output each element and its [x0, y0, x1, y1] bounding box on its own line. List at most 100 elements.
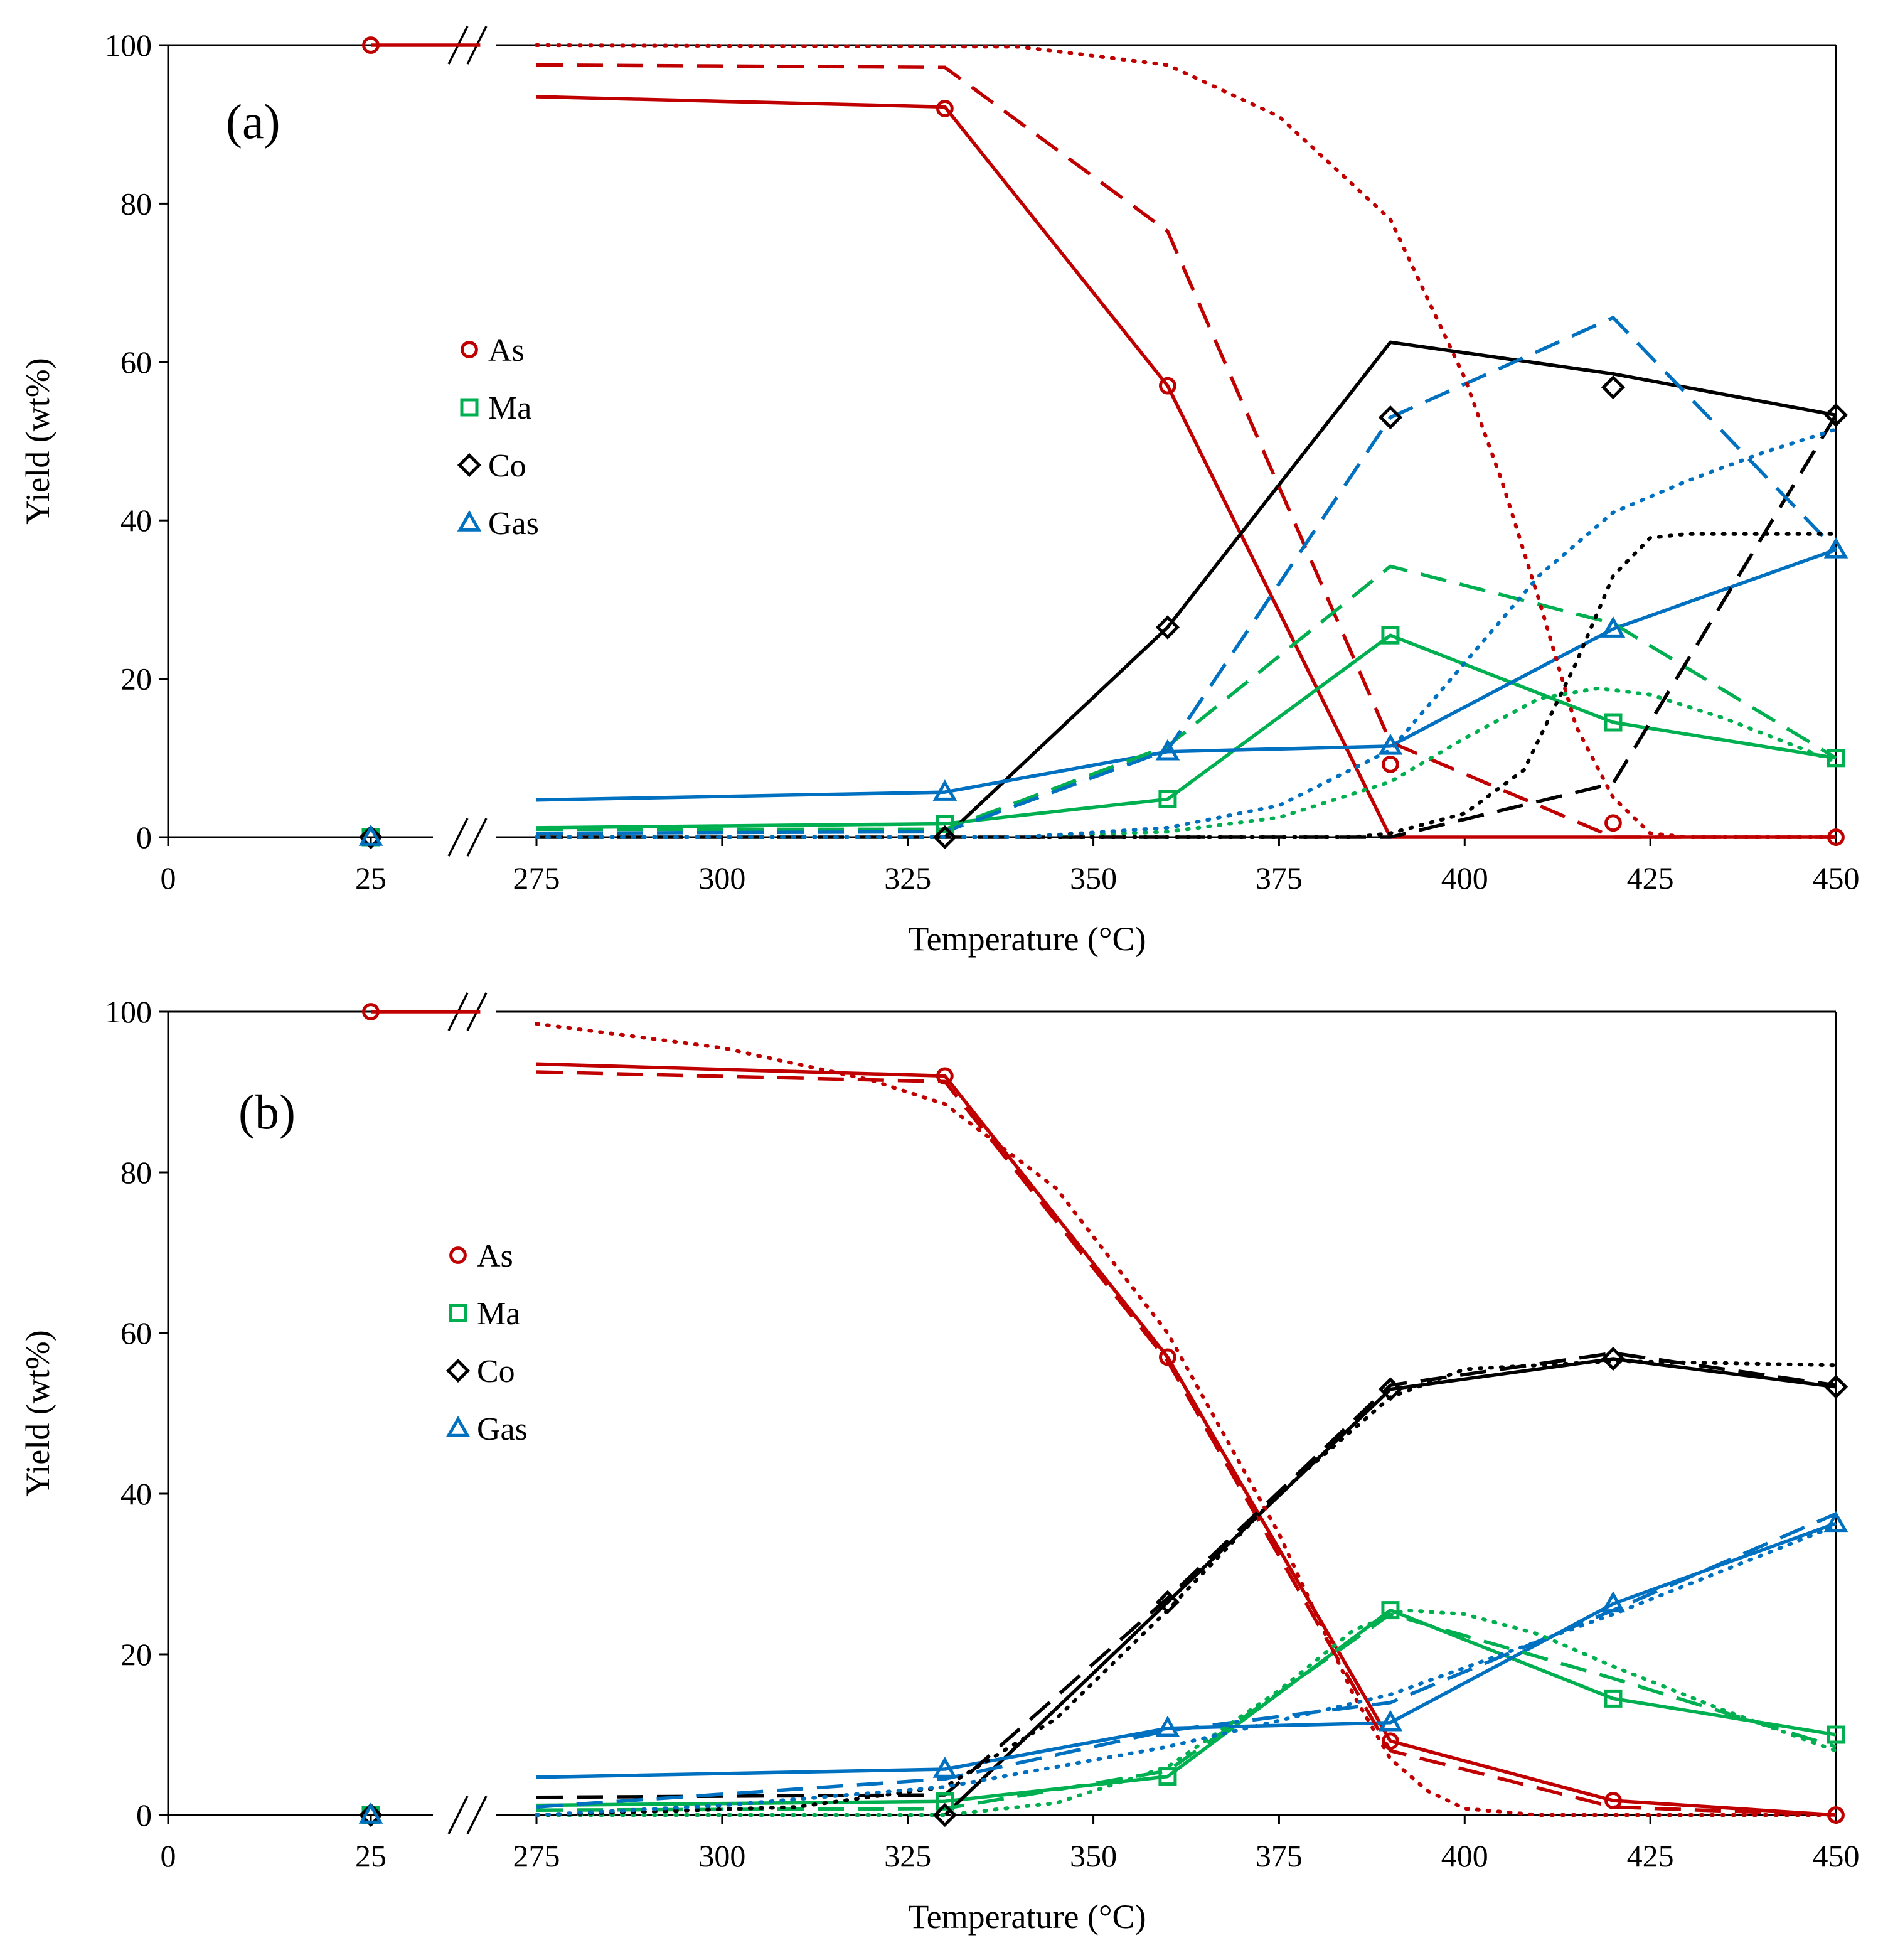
legend-marker-co — [457, 453, 482, 478]
axis-break-mark — [466, 818, 488, 857]
legend-marker-co — [445, 1358, 471, 1383]
series-line-co-model-2 — [536, 1351, 1837, 1799]
legend-marker-as — [461, 341, 478, 358]
data-point-gas — [1378, 1710, 1403, 1732]
axis-break-mark — [447, 1796, 469, 1834]
series-line-co-model-2 — [536, 414, 1838, 839]
data-point-gas — [932, 1757, 958, 1778]
axis-break-gap-bottom — [433, 832, 496, 842]
legend: As Ma Co Gas — [445, 1238, 528, 1447]
y-tick-label: 0 — [136, 820, 152, 855]
data-point-as — [1382, 1732, 1399, 1750]
x-tick-label: 275 — [513, 860, 560, 896]
data-point-as — [936, 1067, 954, 1085]
series-line-co-model-1 — [944, 1357, 1837, 1816]
chart-panel-a: 0 20 40 60 80 100 0 25 275 300 325 350 375 400 425 450 T… — [19, 26, 1860, 958]
x-tick-label: 275 — [513, 1838, 560, 1873]
series-line-as-model-3 — [535, 43, 1838, 839]
data-point-ma — [1604, 1689, 1623, 1708]
x-tick-label: 450 — [1813, 860, 1860, 896]
legend: As Ma Co Gas — [457, 333, 539, 542]
data-point-co — [1601, 375, 1626, 400]
series-line-gas-model-3 — [535, 427, 1838, 839]
x-tick-label: 25 — [355, 860, 387, 896]
data-point-as — [362, 1003, 380, 1020]
series-lines — [371, 1010, 1838, 1817]
data-point-ma — [1827, 1725, 1845, 1744]
y-tick-label: 80 — [120, 186, 152, 221]
legend-marker-gas — [445, 1415, 471, 1437]
legend-label-ma: Ma — [477, 1296, 520, 1332]
x-tick-label: 375 — [1256, 1838, 1303, 1873]
data-point-co — [358, 1802, 383, 1828]
y-tick-label: 60 — [120, 345, 152, 380]
x-tick-label: 350 — [1070, 1838, 1117, 1873]
data-point-ma — [1381, 1601, 1400, 1620]
x-tick-label: 0 — [161, 860, 176, 896]
y-tick-label: 60 — [120, 1315, 152, 1351]
data-point-gas — [1378, 733, 1403, 755]
x-tick-label: 400 — [1441, 1838, 1488, 1873]
data-point-as — [1604, 1792, 1622, 1809]
data-point-ma — [1604, 713, 1623, 732]
data-point-co — [1601, 1346, 1626, 1371]
data-point-as — [1827, 828, 1845, 846]
x-tick-label: 300 — [698, 1838, 745, 1873]
data-point-gas — [358, 1802, 383, 1824]
series-line-ma-model-2 — [536, 1612, 1837, 1813]
series-line-co-model-1 — [944, 340, 1837, 839]
data-point-co — [358, 825, 383, 850]
series-line-ma-model-2 — [536, 564, 1837, 832]
data-point-co — [1823, 403, 1848, 427]
y-axis-title: Yield (wt%) — [19, 1330, 56, 1496]
series-line-as-model-2 — [536, 1070, 1837, 1817]
data-point-as — [1159, 1348, 1176, 1366]
data-point-co — [1378, 1377, 1403, 1401]
data-point-ma — [1381, 626, 1400, 645]
y-tick-label: 100 — [105, 28, 152, 63]
y-tick-label: 100 — [105, 994, 152, 1029]
data-point-as — [1604, 814, 1622, 832]
x-tick-label: 375 — [1256, 860, 1303, 896]
data-point-gas — [1155, 1715, 1180, 1737]
series-line-ma-model-3 — [535, 686, 1838, 839]
y-tick-label: 80 — [120, 1155, 152, 1190]
series-lines — [371, 43, 1838, 839]
series-line-as-model-3 — [535, 1022, 1838, 1817]
axis-break-mark — [466, 1796, 488, 1834]
x-tick-label: 400 — [1441, 860, 1488, 896]
series-line-gas-model-2 — [536, 1512, 1837, 1809]
series-line-gas-model-1 — [536, 1521, 1837, 1779]
data-point-ma — [936, 815, 954, 833]
data-point-gas — [1823, 537, 1848, 559]
data-point-ma — [1827, 749, 1845, 768]
series-line-ma-model-3 — [535, 1608, 1838, 1817]
x-tick-label: 325 — [884, 860, 931, 896]
legend-label-gas: Gas — [488, 506, 539, 542]
series-line-gas-model-3 — [535, 1524, 1838, 1817]
series-markers — [358, 1003, 1848, 1828]
legend-marker-gas — [457, 510, 482, 532]
data-point-gas — [1155, 739, 1180, 761]
data-point-gas — [1601, 616, 1626, 638]
series-line-as-model-1 — [536, 95, 1836, 839]
data-point-as — [936, 100, 954, 117]
series-line-as-model-2 — [536, 63, 1836, 839]
legend-label-ma: Ma — [488, 390, 531, 426]
panel-label: (b) — [238, 1084, 296, 1139]
legend-label-gas: Gas — [477, 1411, 528, 1447]
data-point-gas — [1823, 1511, 1848, 1533]
data-point-co — [932, 825, 958, 850]
data-point-as — [1382, 755, 1399, 773]
panel-label: (a) — [226, 94, 280, 149]
series-line-gas-model-2 — [536, 316, 1837, 835]
y-tick-label: 20 — [120, 661, 152, 697]
y-tick-label: 40 — [120, 1476, 152, 1511]
series-line-gas-model-1 — [536, 548, 1837, 802]
x-tick-label: 425 — [1627, 860, 1674, 896]
data-point-as — [362, 36, 380, 54]
data-point-co — [1823, 1374, 1848, 1399]
x-tick-label: 350 — [1070, 860, 1117, 896]
legend-label-co: Co — [488, 448, 526, 484]
series-line-as-model-1 — [536, 1062, 1837, 1817]
